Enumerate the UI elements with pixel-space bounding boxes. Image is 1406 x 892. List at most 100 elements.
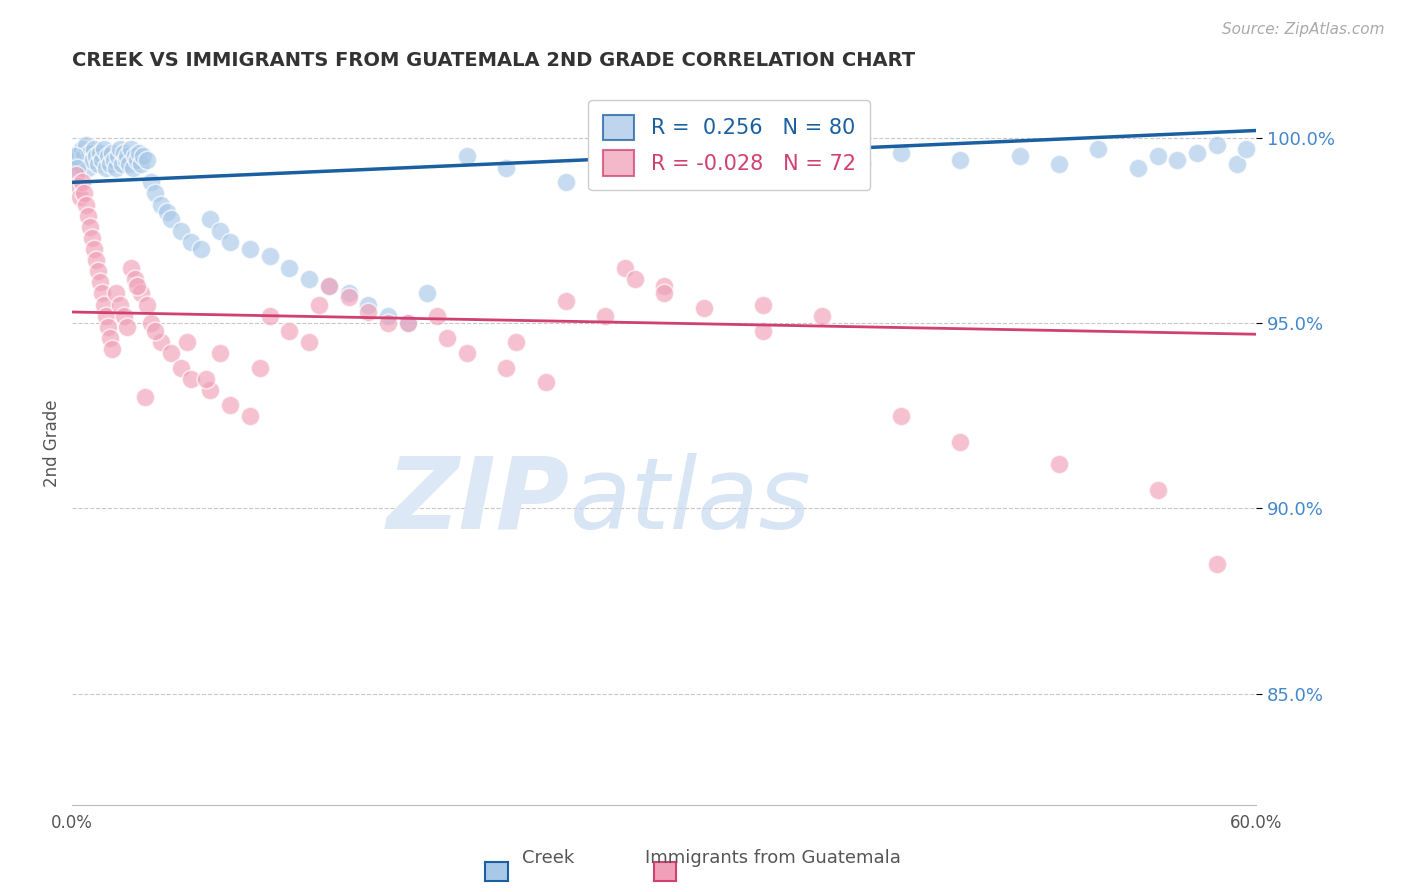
- Point: [65, 153, 87, 168]
- Point: [337, 286, 360, 301]
- Point: [495, 360, 517, 375]
- Point: [1146, 149, 1168, 163]
- Point: [693, 301, 716, 316]
- Point: [134, 390, 156, 404]
- Point: [426, 309, 449, 323]
- Point: [143, 324, 166, 338]
- Point: [613, 260, 636, 275]
- Point: [209, 223, 232, 237]
- Point: [141, 316, 163, 330]
- Point: [108, 297, 131, 311]
- Point: [73, 149, 96, 163]
- Point: [456, 345, 478, 359]
- Point: [77, 161, 100, 175]
- Point: [89, 276, 111, 290]
- Point: [200, 212, 222, 227]
- Point: [436, 331, 458, 345]
- Point: [136, 153, 159, 168]
- Point: [70, 142, 93, 156]
- Point: [1047, 157, 1070, 171]
- Point: [103, 153, 125, 168]
- Point: [752, 324, 775, 338]
- Point: [811, 309, 834, 323]
- Point: [949, 434, 972, 449]
- Point: [132, 149, 155, 163]
- Point: [93, 142, 115, 156]
- Text: Immigrants from Guatemala: Immigrants from Guatemala: [645, 849, 901, 867]
- Point: [259, 309, 281, 323]
- Point: [259, 249, 281, 263]
- Point: [456, 149, 478, 163]
- Point: [118, 157, 141, 171]
- Point: [98, 157, 121, 171]
- Point: [249, 360, 271, 375]
- Point: [652, 279, 675, 293]
- Point: [1226, 157, 1249, 171]
- Point: [396, 316, 419, 330]
- Point: [117, 149, 139, 163]
- Point: [89, 145, 111, 160]
- Point: [377, 316, 399, 330]
- Point: [94, 161, 117, 175]
- Point: [120, 260, 142, 275]
- Point: [752, 297, 775, 311]
- Point: [69, 190, 91, 204]
- Point: [1126, 161, 1149, 175]
- Point: [190, 242, 212, 256]
- Point: [890, 145, 912, 160]
- Point: [87, 157, 110, 171]
- Point: [98, 331, 121, 345]
- Point: [120, 142, 142, 156]
- Point: [278, 260, 301, 275]
- Point: [117, 319, 139, 334]
- Point: [209, 345, 232, 359]
- Text: Source: ZipAtlas.com: Source: ZipAtlas.com: [1222, 22, 1385, 37]
- Point: [239, 242, 262, 256]
- Point: [97, 319, 120, 334]
- Point: [396, 316, 419, 330]
- Point: [84, 149, 107, 163]
- Point: [377, 309, 399, 323]
- Point: [75, 138, 97, 153]
- Point: [623, 271, 645, 285]
- Point: [1205, 138, 1227, 153]
- Point: [150, 197, 173, 211]
- Point: [180, 372, 202, 386]
- Point: [949, 153, 972, 168]
- Point: [156, 205, 179, 219]
- Point: [652, 153, 675, 168]
- Point: [593, 309, 616, 323]
- Point: [357, 305, 380, 319]
- Point: [70, 175, 93, 189]
- Point: [83, 142, 105, 156]
- Point: [308, 297, 330, 311]
- Point: [195, 372, 218, 386]
- Point: [713, 142, 735, 156]
- Point: [200, 383, 222, 397]
- Point: [108, 142, 131, 156]
- Point: [219, 235, 242, 249]
- Point: [90, 286, 112, 301]
- Point: [890, 409, 912, 423]
- Text: Creek: Creek: [522, 849, 575, 867]
- Point: [1236, 142, 1258, 156]
- Point: [554, 293, 576, 308]
- Text: ZIP: ZIP: [387, 453, 569, 549]
- Point: [84, 253, 107, 268]
- Point: [851, 157, 873, 171]
- Point: [114, 153, 136, 168]
- Point: [87, 264, 110, 278]
- Point: [337, 290, 360, 304]
- Point: [110, 157, 132, 171]
- Point: [1166, 153, 1188, 168]
- Point: [80, 231, 103, 245]
- Point: [534, 376, 557, 390]
- Point: [141, 175, 163, 189]
- Point: [127, 153, 149, 168]
- Point: [97, 149, 120, 163]
- Point: [752, 161, 775, 175]
- Point: [416, 286, 439, 301]
- Point: [122, 161, 145, 175]
- Point: [1205, 557, 1227, 571]
- Point: [67, 145, 90, 160]
